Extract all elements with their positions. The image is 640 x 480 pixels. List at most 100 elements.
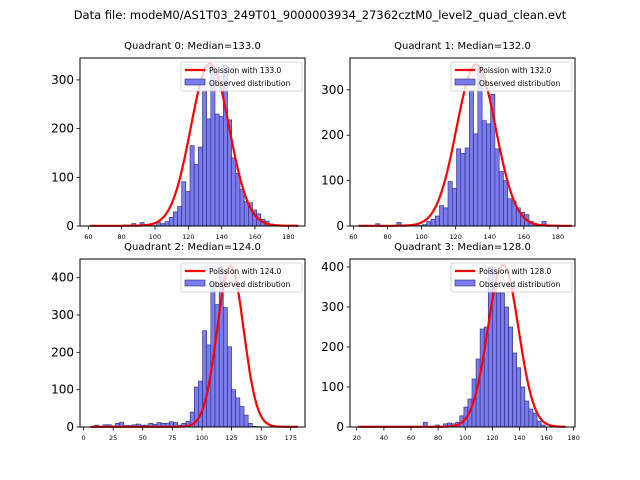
legend-bar-swatch [454,279,476,287]
histogram-bar [218,116,224,227]
legend-box [450,262,573,293]
x-tick-label: 160 [518,233,530,241]
histogram-bar [239,189,245,227]
legend-bar-swatch [184,78,206,86]
x-tick-label: 80 [383,233,391,241]
x-tick-label: 25 [109,434,117,442]
histogram-bar [469,89,474,227]
histogram-bar [520,386,526,428]
legend-box [180,61,303,92]
histogram-bar [532,412,538,428]
y-tick-label: 200 [321,128,344,142]
x-tick-label: 0 [81,434,85,442]
x-tick-label: 80 [434,434,442,442]
histogram-bar [222,307,228,428]
axes-frame [79,57,306,227]
histogram-bar [247,422,253,428]
histogram-bar [189,145,195,227]
x-tick-label: 120 [449,233,461,241]
histogram-bar [504,306,509,428]
histogram-bar [206,118,212,227]
x-tick-label: 60 [349,233,357,241]
histogram-bar [486,123,491,227]
histogram-bar [426,221,432,227]
histogram-bar [198,380,203,428]
histogram-bar [202,330,208,428]
y-tick-label: 0 [66,219,74,233]
y-tick-label: 100 [321,380,344,394]
x-tick-label: 60 [407,434,415,442]
histogram-bar [439,205,445,227]
x-tick-label: 75 [168,434,176,442]
histogram-bar [496,292,501,428]
legend-label-poisson: Poission with 124.0 [209,267,282,276]
subplot-title: Quadrant 1: Median=132.0 [394,41,531,52]
x-tick-label: 100 [196,434,208,442]
histogram-bar [243,201,249,227]
axes-frame [349,258,576,428]
x-tick-label: 100 [149,233,161,241]
histogram-bar [231,389,237,428]
histogram-bar [173,211,178,227]
histogram-bar [464,147,470,227]
y-tick-label: 100 [51,383,74,397]
y-tick-label: 200 [51,122,74,136]
subplot-quadrant-3: Quadrant 3: Median=128.0 0 100 200 300 400 20 4… [321,242,580,442]
histogram-bar [508,326,513,428]
histogram-bar [460,153,466,227]
x-tick-label: 120 [182,233,194,241]
histogram-bar [536,420,542,428]
x-tick-label: 160 [249,233,261,241]
subplot-title: Quadrant 3: Median=128.0 [394,242,531,253]
y-tick-label: 400 [51,271,74,285]
subplot-quadrant-2: Quadrant 2: Median=124.0 0 100 200 300 400 0 25… [51,242,306,442]
subplot-quadrant-1: Quadrant 1: Median=132.0 0 100 200 300 60 80 10… [321,41,576,241]
histogram-bar [231,157,237,227]
histogram-bar [507,198,513,227]
x-tick-label: 140 [513,434,525,442]
legend-label-poisson: Poission with 132.0 [479,66,552,75]
y-tick-label: 400 [321,260,344,274]
legend-bar-swatch [454,78,476,86]
x-tick-label: 50 [139,434,147,442]
histogram-bar [430,218,436,227]
x-tick-label: 180 [552,233,564,241]
histogram-bar [177,206,182,227]
figure-title: Data file: modeM0/AS1T03_249T01_90000039… [73,8,567,22]
legend-label-poisson: Poission with 128.0 [479,267,552,276]
x-tick-label: 100 [459,434,471,442]
histogram-bar [185,191,191,227]
y-tick-label: 200 [321,340,344,354]
legend-label-observed: Observed distribution [479,79,560,88]
x-tick-label: 60 [84,233,92,241]
y-tick-label: 300 [51,73,74,87]
histogram-bar [198,146,203,227]
y-tick-label: 0 [66,420,74,434]
histogram-bar [503,180,508,227]
histogram-bar [456,148,462,227]
histogram-bar [235,397,241,428]
legend-bar-swatch [184,279,206,287]
legend-label-observed: Observed distribution [209,280,290,289]
x-tick-label: 175 [285,434,297,442]
y-tick-label: 300 [321,300,344,314]
x-tick-label: 40 [380,434,388,442]
histogram-bar [528,408,534,428]
histogram-bar [516,367,522,428]
x-tick-label: 80 [118,233,126,241]
subplot-quadrant-0: Quadrant 0: Median=133.0 0 100 200 300 60 80 10… [51,41,306,241]
y-tick-label: 0 [336,219,344,233]
x-tick-label: 100 [415,233,427,241]
y-tick-label: 300 [51,308,74,322]
histogram-bar [168,216,174,227]
x-tick-label: 140 [215,233,227,241]
histogram-bar [512,352,518,428]
y-tick-label: 200 [51,345,74,359]
histogram-bar [434,215,440,227]
x-tick-label: 125 [225,434,237,442]
histogram-bar [443,207,449,227]
x-tick-label: 150 [255,434,267,442]
legend-label-observed: Observed distribution [209,79,290,88]
histogram-bar [451,188,457,227]
